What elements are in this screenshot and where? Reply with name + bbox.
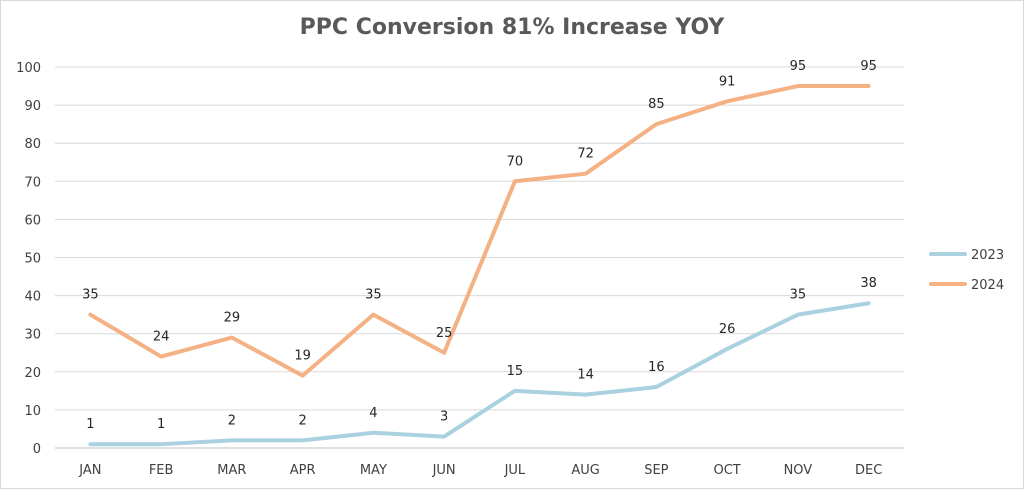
y-tick-label: 40 xyxy=(24,290,41,305)
data-label: 35 xyxy=(365,288,382,303)
x-tick-label: JUN xyxy=(432,463,456,478)
series-line-2023 xyxy=(88,301,871,447)
data-label: 35 xyxy=(82,288,99,303)
data-label: 35 xyxy=(790,288,807,303)
data-label: 70 xyxy=(507,154,524,169)
data-label: 16 xyxy=(648,360,665,375)
data-labels: 1 1 2 24 315 14162635383524291935257072859195… xyxy=(82,59,877,432)
y-axis: 0 10 20 30 40 50 60 70 80 90 100 xyxy=(16,61,41,457)
legend-label: 2023 xyxy=(971,248,1004,263)
x-tick-label: SEP xyxy=(644,463,668,478)
legend-label: 2024 xyxy=(971,278,1004,293)
data-label: 38 xyxy=(860,276,877,291)
data-label: 1 xyxy=(86,417,94,432)
y-tick-label: 10 xyxy=(24,404,41,419)
data-label: 15 xyxy=(507,364,524,379)
data-label: 2 xyxy=(228,413,236,428)
data-label: 3 xyxy=(440,410,448,425)
data-label: 85 xyxy=(648,97,665,112)
data-label: 91 xyxy=(719,74,736,89)
y-tick-label: 100 xyxy=(16,61,41,76)
y-tick-label: 50 xyxy=(24,252,41,267)
data-label: 26 xyxy=(719,322,736,337)
data-label: 25 xyxy=(436,326,453,341)
x-tick-label: OCT xyxy=(713,463,740,478)
data-label: 2 xyxy=(298,413,306,428)
data-label: 4 xyxy=(369,406,377,421)
series-lines xyxy=(88,84,871,447)
x-tick-label: APR xyxy=(290,463,316,478)
y-tick-label: 20 xyxy=(24,366,41,381)
series-line-2024 xyxy=(88,84,871,378)
data-label: 29 xyxy=(224,311,241,326)
data-label: 72 xyxy=(577,147,594,162)
legend: 2023 2024 xyxy=(929,248,1004,293)
gridlines xyxy=(55,66,904,449)
x-tick-label: DEC xyxy=(855,463,882,478)
x-tick-label: AUG xyxy=(571,463,599,478)
data-label: 14 xyxy=(577,368,594,383)
x-tick-label: MAR xyxy=(217,463,246,478)
y-tick-label: 80 xyxy=(24,137,41,152)
chart-title: PPC Conversion 81% Increase YOY xyxy=(299,15,725,40)
y-tick-label: 0 xyxy=(33,442,41,457)
y-tick-label: 90 xyxy=(24,99,41,114)
y-tick-label: 70 xyxy=(24,175,41,190)
x-tick-label: FEB xyxy=(149,463,174,478)
data-label: 95 xyxy=(790,59,807,74)
x-tick-label: MAY xyxy=(360,463,387,478)
x-tick-label: JAN xyxy=(78,463,101,478)
x-tick-label: JUL xyxy=(504,463,526,478)
y-tick-label: 30 xyxy=(24,328,41,343)
x-tick-label: NOV xyxy=(784,463,813,478)
x-axis: JAN FEB MAR APR MAY JUN JUL AUG SEP OCT NOV DEC xyxy=(78,463,882,478)
data-label: 19 xyxy=(294,349,311,364)
y-tick-label: 60 xyxy=(24,213,41,228)
data-label: 24 xyxy=(153,330,170,345)
data-label: 95 xyxy=(860,59,877,74)
data-label: 1 xyxy=(157,417,165,432)
